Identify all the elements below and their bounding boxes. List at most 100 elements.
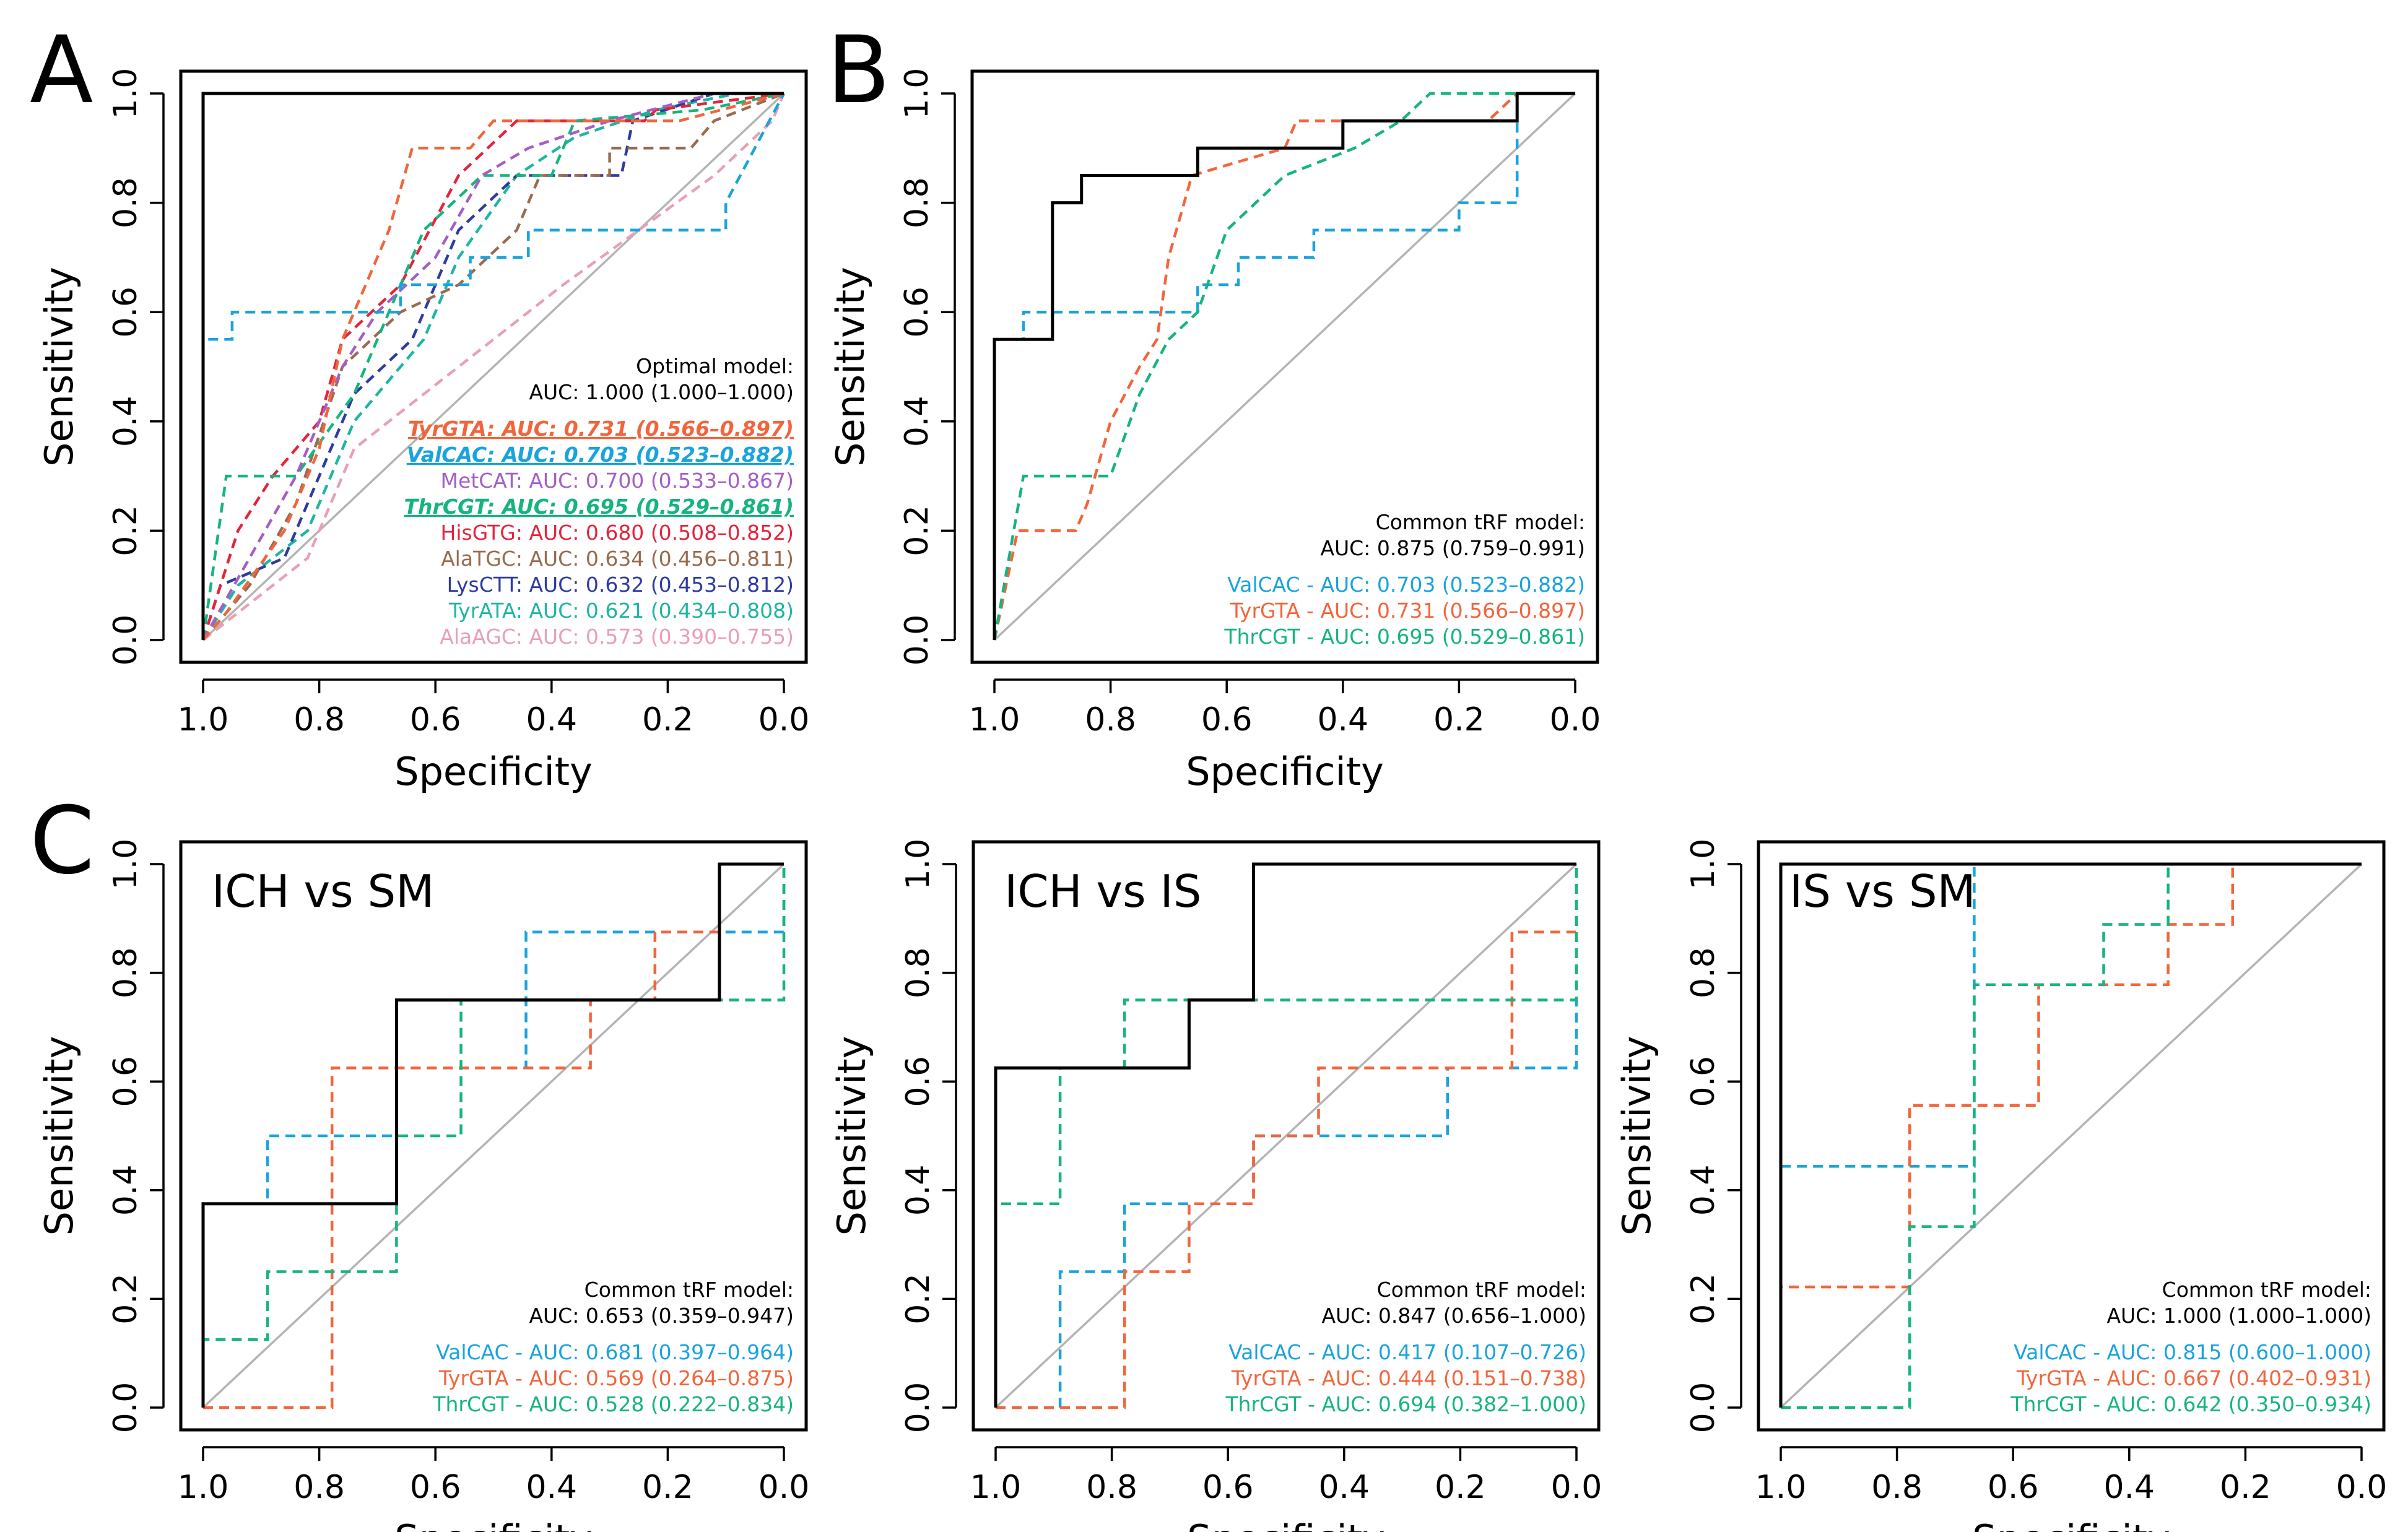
x-tick-label: 0.4: [526, 1469, 577, 1506]
roc-curve-valcac: [201, 92, 785, 640]
y-tick-label: 0.0: [1685, 1382, 1722, 1434]
reference-diagonal: [1780, 863, 2363, 1409]
legend-entry-valcac: ValCAC - AUC: 0.681 (0.397–0.964): [436, 1340, 794, 1364]
x-tick-label: 0.4: [1317, 701, 1368, 738]
y-axis-title: Sensitivity: [829, 1036, 874, 1236]
y-axis-title: Sensitivity: [1614, 1036, 1659, 1236]
x-axis-title: Specificity: [394, 1517, 593, 1532]
legend-entry-alatgc: AlaTGC: AUC: 0.634 (0.456–0.811): [441, 547, 794, 571]
legend-header-line2: AUC: 0.847 (0.656–1.000): [1321, 1304, 1586, 1328]
legend-entry-metcat: MetCAT: AUC: 0.700 (0.533–0.867): [441, 469, 794, 493]
reference-diagonal: [994, 863, 1578, 1409]
y-tick-label: 1.0: [107, 839, 144, 890]
y-tick-label: 0.0: [107, 1382, 144, 1434]
subplot-title: IS vs SM: [1789, 865, 1976, 917]
x-tick-label: 0.8: [293, 701, 345, 738]
roc-curve-thrcgt: [201, 92, 785, 641]
x-tick-label: 0.6: [410, 1469, 461, 1506]
y-tick-label: 0.8: [1685, 947, 1722, 998]
roc-curve-metcat: [202, 92, 784, 641]
legend-entry-valcac: ValCAC - AUC: 0.815 (0.600–1.000): [2014, 1340, 2371, 1364]
y-tick-label: 0.8: [900, 947, 937, 998]
legend-entry-valcac: ValCAC - AUC: 0.417 (0.107–0.726): [1228, 1340, 1586, 1364]
y-tick-label: 0.6: [900, 1056, 937, 1107]
x-tick-label: 0.2: [1435, 1469, 1486, 1506]
x-tick-label: 0.2: [642, 701, 693, 738]
y-tick-label: 0.4: [898, 396, 936, 447]
x-tick-label: 0.6: [1201, 701, 1253, 738]
legend-header-line2: AUC: 1.000 (1.000–1.000): [2106, 1304, 2371, 1328]
y-tick-label: 0.2: [1685, 1273, 1722, 1325]
x-tick-label: 1.0: [178, 1469, 229, 1506]
y-tick-label: 1.0: [107, 68, 144, 119]
x-tick-label: 0.2: [642, 1469, 693, 1506]
legend-entry-tyrata: TyrATA: AUC: 0.621 (0.434–0.808): [448, 599, 794, 623]
plot-frame: [971, 840, 1601, 1432]
plot-frame: [970, 69, 1599, 664]
x-tick-label: 0.0: [758, 1469, 810, 1506]
reference-diagonal: [202, 92, 785, 641]
y-tick-label: 0.6: [107, 1056, 144, 1107]
roc-curve-thrcgt: [1781, 862, 2362, 1409]
x-tick-label: 0.6: [1988, 1469, 2039, 1506]
y-tick-label: 0.6: [898, 287, 936, 338]
legend-entry-tyrgta: TyrGTA: AUC: 0.731 (0.566–0.897): [408, 417, 794, 441]
legend-entry-hisgtg: HisGTG: AUC: 0.680 (0.508–0.852): [441, 521, 794, 545]
y-tick-label: 0.4: [107, 1164, 144, 1216]
subplot-title: ICH vs IS: [1004, 865, 1201, 917]
y-tick-label: 0.8: [107, 947, 144, 998]
roc-curve-tyrgta: [996, 864, 1578, 1409]
y-tick-label: 0.2: [107, 505, 144, 556]
x-tick-label: 0.8: [1085, 701, 1136, 738]
legend-entry-alaagc: AlaAGC: AUC: 0.573 (0.390–0.755): [440, 625, 794, 649]
x-tick-label: 0.6: [1202, 1469, 1254, 1506]
roc-curve-common-trf-model: [993, 92, 1575, 640]
legend-entry-tyrgta: TyrGTA - AUC: 0.444 (0.151–0.738): [1231, 1366, 1586, 1390]
legend-header-line1: Common tRF model:: [2162, 1278, 2371, 1302]
legend-entry-thrcgt: ThrCGT - AUC: 0.695 (0.529–0.861): [1224, 625, 1585, 649]
y-axis-title: Sensitivity: [37, 1036, 82, 1236]
roc-panel-B: B1.0 0.8 0.6 0.4 0.2 0.0Specificity0.00.20.40…: [827, 17, 1601, 794]
roc-curve-tyrata: [202, 92, 784, 641]
panel-label: C: [30, 787, 95, 895]
y-tick-label: 0.4: [900, 1164, 937, 1216]
x-tick-label: 0.4: [2103, 1469, 2155, 1506]
x-tick-label: 0.2: [2220, 1469, 2271, 1506]
roc-curve-alaagc: [202, 93, 786, 641]
x-axis-title: Specificity: [394, 749, 593, 794]
roc-curve-common-trf-model: [994, 862, 1576, 1408]
x-tick-label: 0.8: [293, 1469, 345, 1506]
roc-curve-common-trf-model: [1779, 862, 2362, 1408]
legend-header-line1: Common tRF model:: [585, 1278, 794, 1302]
legend-entry-lysctt: LysCTT: AUC: 0.632 (0.453–0.812): [447, 573, 794, 597]
x-tick-label: 0.0: [2336, 1469, 2388, 1506]
x-tick-label: 1.0: [1755, 1469, 1807, 1506]
x-axis-title: Specificity: [1187, 1517, 1385, 1532]
x-tick-label: 0.4: [526, 701, 577, 738]
x-axis-title: Specificity: [1972, 1517, 2170, 1532]
y-tick-label: 0.0: [107, 615, 144, 666]
legend-entry-valcac: ValCAC: AUC: 0.703 (0.523–0.882): [407, 443, 794, 467]
y-tick-label: 0.8: [107, 177, 144, 228]
roc-curve-optimal-model: [201, 92, 784, 640]
y-tick-label: 1.0: [1685, 839, 1722, 890]
roc-curve-tyrgta: [202, 92, 785, 641]
x-tick-label: 1.0: [970, 1469, 1022, 1506]
legend-entry-thrcgt: ThrCGT - AUC: 0.528 (0.222–0.834): [432, 1392, 794, 1416]
legend-header-line1: Common tRF model:: [1376, 510, 1585, 534]
panel-label: A: [30, 17, 93, 124]
roc-panel-is-vs-sm: 1.0 0.8 0.6 0.4 0.2 0.0 Specificity 0.0 0.2 0.4 0.…: [1614, 839, 2387, 1532]
roc-curve-tyrgta: [1779, 862, 2362, 1408]
x-tick-label: 1.0: [969, 701, 1020, 738]
x-tick-label: 0.4: [1318, 1469, 1370, 1506]
y-tick-label: 0.8: [898, 177, 936, 228]
legend-entry-thrcgt: ThrCGT - AUC: 0.694 (0.382–1.000): [1225, 1392, 1586, 1416]
y-tick-label: 0.4: [1685, 1164, 1722, 1216]
y-tick-label: 0.2: [898, 505, 936, 556]
x-tick-label: 1.0: [178, 701, 229, 738]
plot-frame: [179, 69, 808, 664]
legend-header-line2: AUC: 1.000 (1.000–1.000): [529, 380, 794, 404]
x-axis-title: Specificity: [1186, 749, 1384, 794]
x-tick-label: 0.6: [410, 701, 461, 738]
